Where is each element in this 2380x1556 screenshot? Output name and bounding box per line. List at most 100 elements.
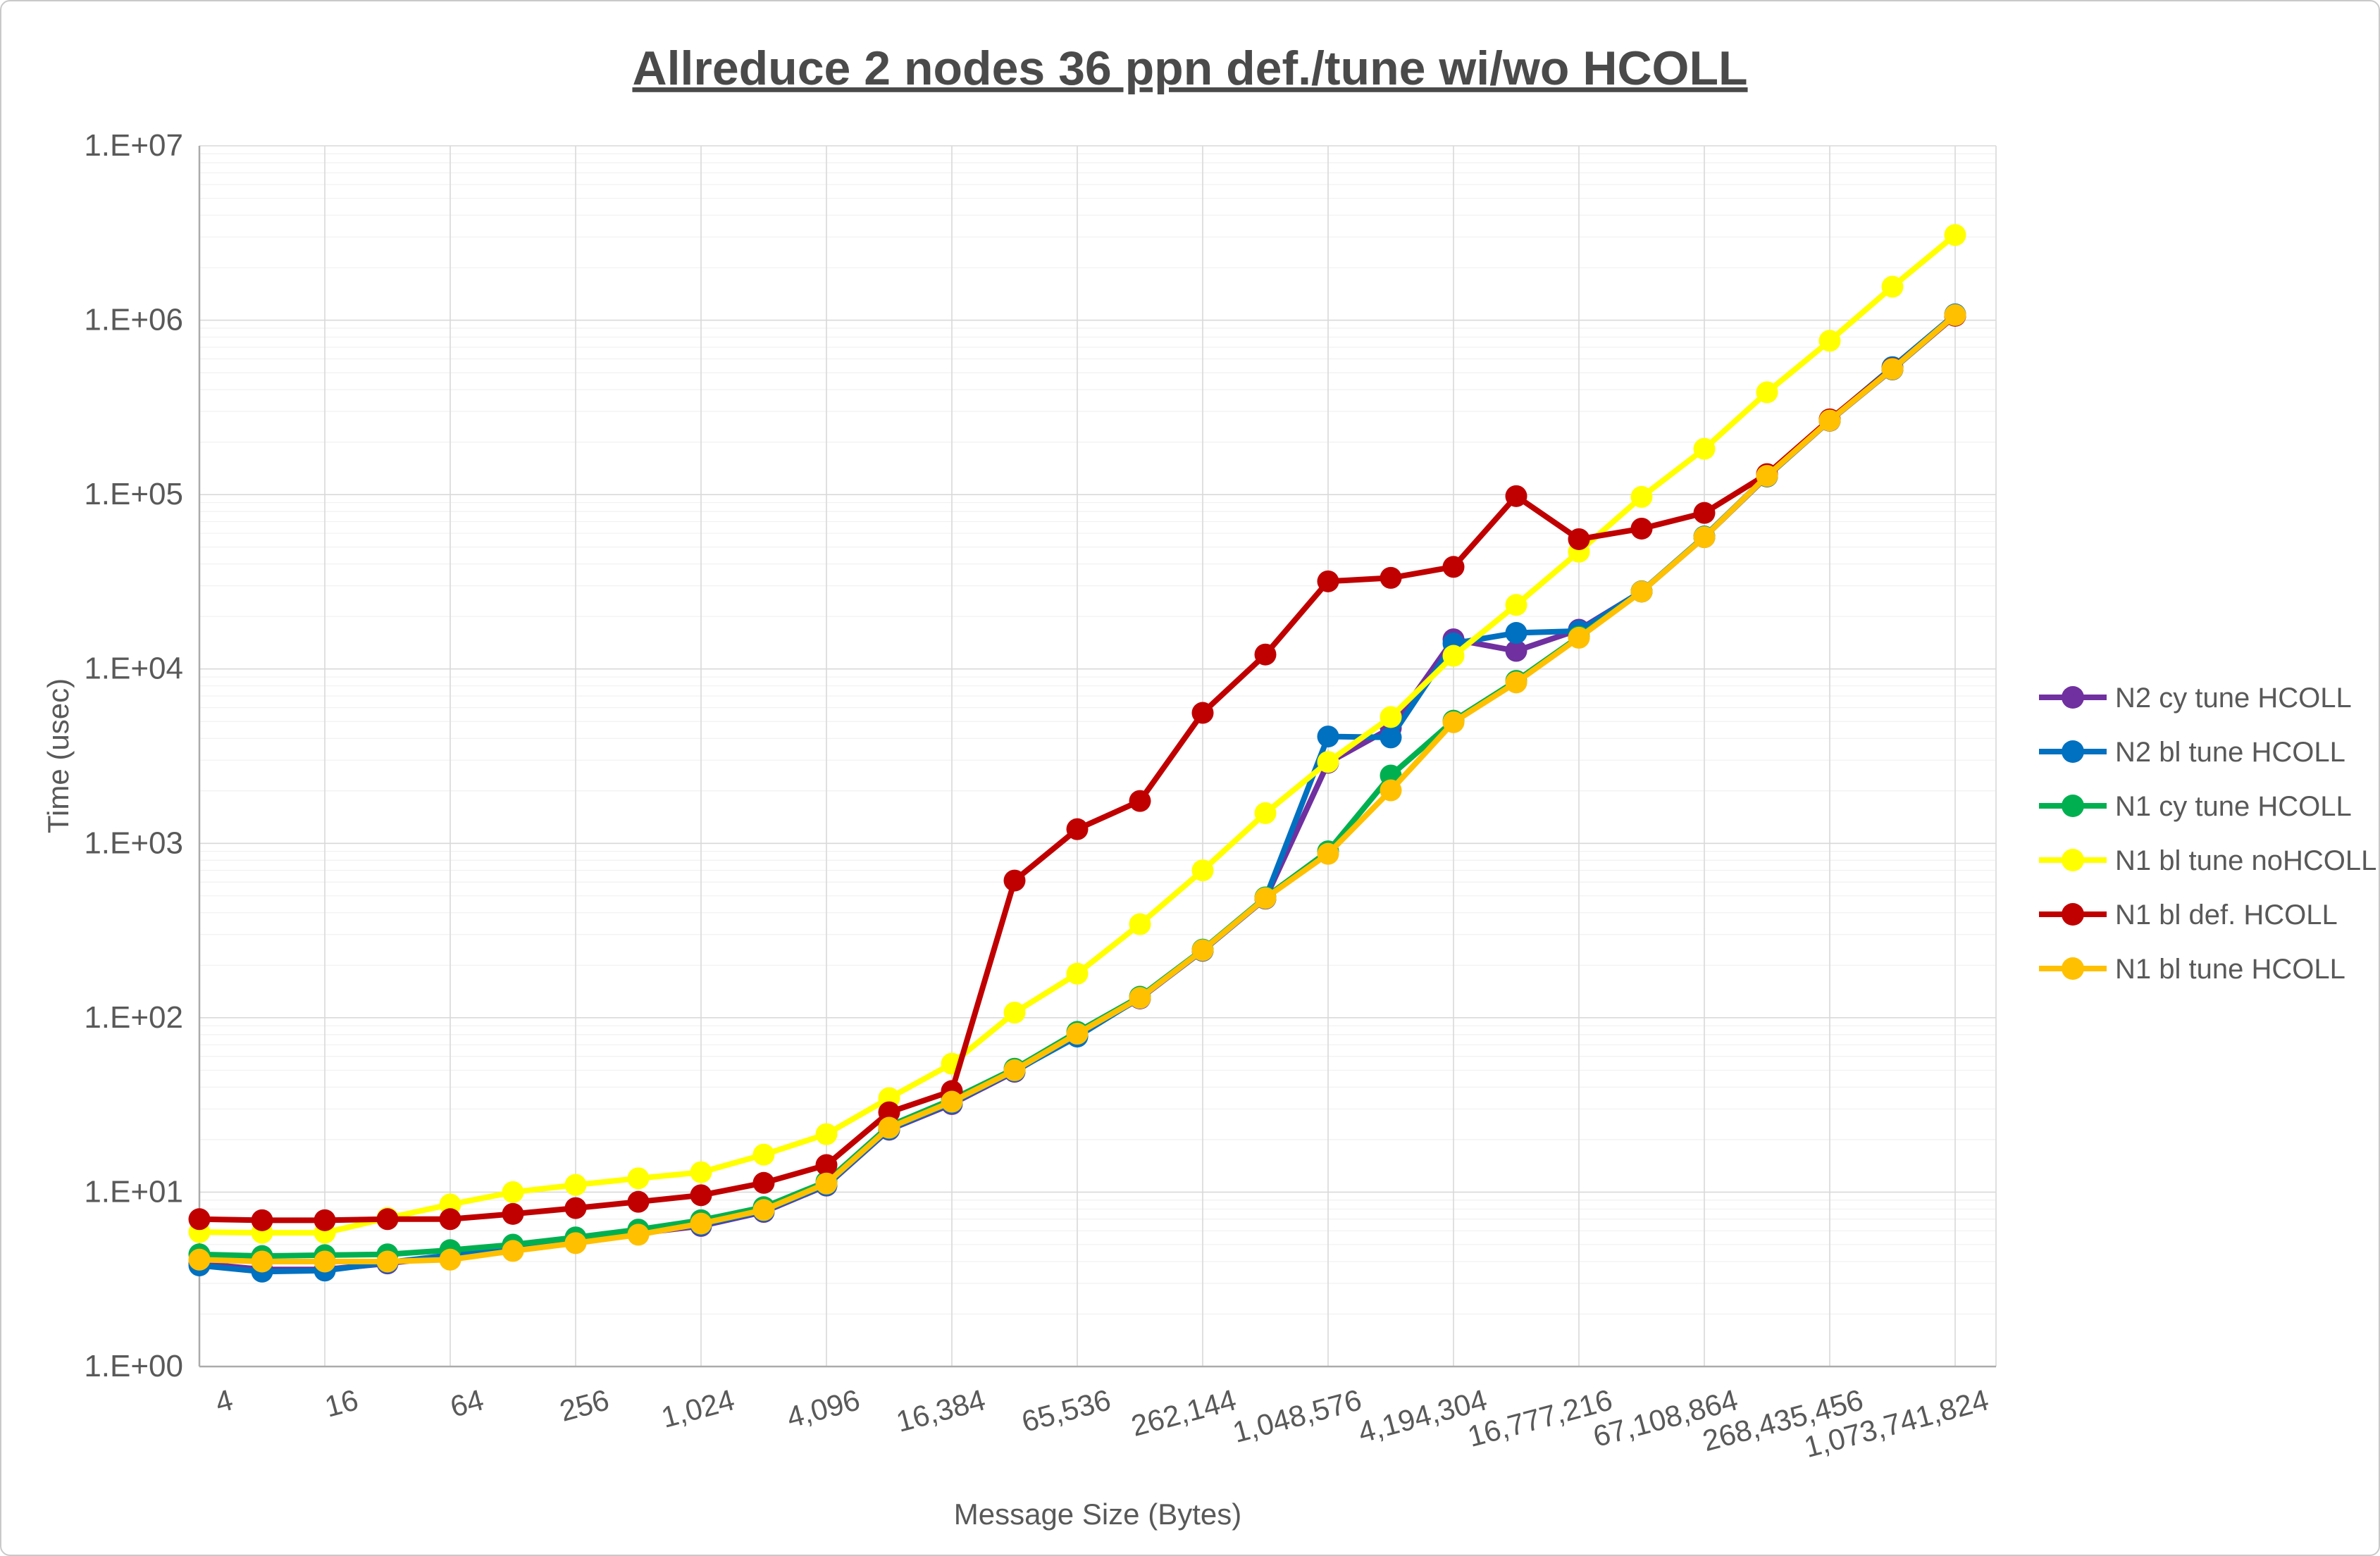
data-point-marker	[1756, 381, 1778, 404]
data-point-marker	[1505, 594, 1527, 616]
data-point-marker	[690, 1212, 712, 1235]
data-point-marker	[627, 1190, 650, 1213]
data-point-marker	[1003, 1059, 1026, 1081]
y-axis-title: Time (usec)	[42, 678, 75, 833]
data-point-marker	[1881, 275, 1904, 298]
data-point-marker	[1191, 702, 1214, 724]
legend-label: N2 bl tune HCOLL	[2115, 737, 2345, 768]
data-point-marker	[627, 1167, 650, 1190]
data-point-marker	[564, 1174, 587, 1196]
axis-lines	[198, 146, 1996, 1368]
data-point-marker	[1191, 939, 1214, 961]
legend-label: N1 bl def. HCOLL	[2115, 900, 2338, 931]
data-point-marker	[752, 1171, 775, 1194]
data-point-marker	[1442, 645, 1465, 667]
data-point-marker	[1505, 485, 1527, 507]
data-point-marker	[1944, 304, 1966, 326]
legend-item-n2-cy-tune-hcoll: N2 cy tune HCOLL	[2039, 683, 2352, 714]
y-tick-label: 1.E+06	[84, 303, 183, 337]
data-point-marker	[1568, 528, 1590, 550]
legend-label: N1 bl tune noHCOLL	[2115, 845, 2376, 876]
legend-item-n1-bl-def-hcoll: N1 bl def. HCOLL	[2039, 900, 2338, 931]
data-point-marker	[376, 1208, 399, 1231]
data-point-marker	[1380, 779, 1402, 802]
x-tick-label: 1,024	[658, 1383, 738, 1434]
y-tick-label: 1.E+02	[84, 1000, 183, 1035]
data-point-marker	[251, 1209, 273, 1231]
data-point-marker	[188, 1248, 211, 1271]
data-point-marker	[690, 1184, 712, 1207]
data-point-marker	[439, 1208, 461, 1231]
gridlines-minor	[199, 153, 1996, 1315]
data-point-marker	[1129, 913, 1151, 935]
data-point-marker	[1003, 869, 1026, 892]
data-point-marker	[1693, 502, 1716, 524]
legend-label: N2 cy tune HCOLL	[2115, 683, 2352, 714]
data-series	[188, 224, 1966, 1283]
data-point-marker	[1254, 802, 1277, 824]
data-point-marker	[1254, 887, 1277, 909]
data-point-marker	[1317, 751, 1339, 773]
legend-marker-swatch	[2062, 686, 2084, 709]
data-point-marker	[1505, 671, 1527, 694]
legend-label: N1 bl tune HCOLL	[2115, 954, 2345, 985]
data-point-marker	[815, 1123, 838, 1145]
legend-marker-swatch	[2062, 740, 2084, 763]
data-point-marker	[1003, 1002, 1026, 1024]
x-tick-label: 4	[212, 1383, 237, 1419]
data-point-marker	[1756, 465, 1778, 487]
data-point-marker	[1505, 622, 1527, 645]
data-point-marker	[1568, 626, 1590, 649]
data-point-marker	[1317, 570, 1339, 592]
y-tick-label: 1.E+04	[84, 652, 183, 686]
legend: N2 cy tune HCOLL N2 bl tune HCOLL N1 cy tu…	[2039, 683, 2376, 985]
y-tick-label: 1.E+01	[84, 1174, 183, 1209]
data-point-marker	[1630, 517, 1653, 540]
data-point-marker	[1818, 409, 1841, 432]
data-point-marker	[878, 1101, 900, 1124]
data-point-marker	[1066, 962, 1089, 985]
data-point-marker	[815, 1172, 838, 1195]
y-tick-label: 1.E+07	[84, 128, 183, 163]
series-n1-bl-tune-hcoll	[188, 304, 1966, 1273]
series-n1-bl-tune-nohcoll	[188, 224, 1966, 1244]
x-tick-label: 1,048,576	[1229, 1383, 1365, 1449]
x-axis-title: Message Size (Bytes)	[954, 1498, 1241, 1531]
data-point-marker	[1066, 818, 1089, 840]
data-point-marker	[1317, 842, 1339, 865]
legend-marker-swatch	[2062, 795, 2084, 817]
legend-item-n1-bl-tune-nohcoll: N1 bl tune noHCOLL	[2039, 845, 2376, 876]
data-point-marker	[1630, 485, 1653, 508]
data-point-marker	[815, 1154, 838, 1176]
data-point-marker	[188, 1208, 211, 1231]
data-point-marker	[1944, 224, 1966, 247]
data-point-marker	[1505, 640, 1527, 662]
data-point-marker	[502, 1240, 524, 1262]
data-point-marker	[1380, 566, 1402, 589]
data-point-marker	[1129, 987, 1151, 1009]
chart-title: Allreduce 2 nodes 36 ppn def./tune wi/wo…	[632, 42, 1747, 95]
data-point-marker	[1254, 643, 1277, 666]
legend-item-n2-bl-tune-hcoll: N2 bl tune HCOLL	[2039, 737, 2345, 768]
data-point-marker	[1881, 358, 1904, 380]
data-point-marker	[1317, 726, 1339, 748]
data-point-marker	[878, 1116, 900, 1139]
data-point-marker	[690, 1161, 712, 1183]
data-point-marker	[564, 1232, 587, 1255]
legend-marker-swatch	[2062, 849, 2084, 871]
x-tick-label: 4,096	[783, 1383, 864, 1434]
data-point-marker	[1380, 726, 1402, 749]
data-point-marker	[1066, 1023, 1089, 1045]
data-point-marker	[1442, 556, 1465, 578]
data-point-marker	[1380, 706, 1402, 728]
data-point-marker	[502, 1202, 524, 1225]
data-point-marker	[502, 1181, 524, 1203]
x-tick-label: 65,536	[1018, 1383, 1114, 1438]
x-tick-label: 256	[556, 1383, 612, 1428]
data-point-marker	[1630, 580, 1653, 603]
data-point-marker	[752, 1143, 775, 1166]
x-tick-label: 16,384	[893, 1383, 988, 1438]
data-point-marker	[1442, 711, 1465, 733]
